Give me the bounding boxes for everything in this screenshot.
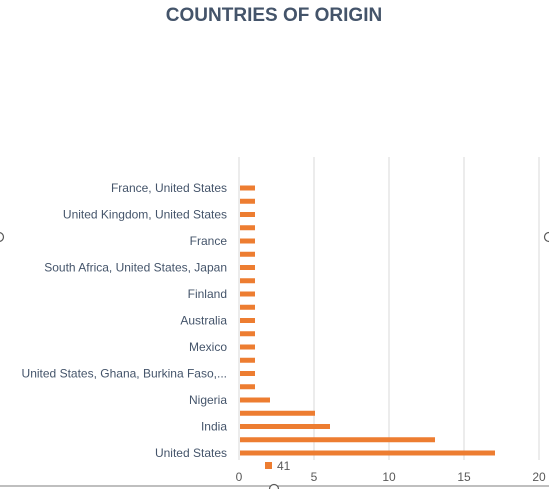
x-tick-label: 0 xyxy=(236,470,243,484)
legend-label: 41 xyxy=(277,459,291,473)
bar xyxy=(240,384,255,389)
bar xyxy=(240,292,255,297)
legend: 41 xyxy=(265,459,291,473)
bar xyxy=(240,225,255,230)
bar xyxy=(240,345,255,350)
bar xyxy=(240,186,255,191)
bar xyxy=(240,411,315,416)
resize-handle[interactable] xyxy=(0,233,4,242)
category-label: France, United States xyxy=(111,181,227,195)
resize-handle[interactable] xyxy=(545,233,549,242)
bar xyxy=(240,265,255,270)
bar xyxy=(240,437,435,442)
bar xyxy=(240,371,255,376)
category-label: Finland xyxy=(188,287,227,301)
category-labels: United States India Nigeria United States, … xyxy=(22,181,228,460)
chart-title: COUNTRIES OF ORIGIN xyxy=(166,5,382,26)
bar xyxy=(240,424,330,429)
bar xyxy=(240,331,255,336)
bar xyxy=(240,239,255,244)
resize-handle[interactable] xyxy=(270,485,279,490)
bars xyxy=(240,186,495,456)
x-tick-label: 10 xyxy=(382,470,396,484)
category-label: United States xyxy=(155,446,227,460)
x-tick-label: 15 xyxy=(457,470,471,484)
x-tick-label: 20 xyxy=(532,470,546,484)
bar xyxy=(240,278,255,283)
bar xyxy=(240,252,255,257)
category-label: Nigeria xyxy=(189,393,227,407)
bar xyxy=(240,318,255,323)
category-label: South Africa, United States, Japan xyxy=(44,261,227,275)
bar xyxy=(240,451,495,456)
category-label: United Kingdom, United States xyxy=(63,208,227,222)
category-label: United States, Ghana, Burkina Faso,... xyxy=(22,367,227,381)
category-label: France xyxy=(190,234,228,248)
bar xyxy=(240,212,255,217)
bar xyxy=(240,305,255,310)
bar xyxy=(240,199,255,204)
category-label: India xyxy=(201,420,227,434)
bar xyxy=(240,358,255,363)
legend-swatch xyxy=(265,462,272,469)
category-label: Mexico xyxy=(189,340,227,354)
category-label: Australia xyxy=(180,314,227,328)
x-tick-label: 5 xyxy=(311,470,318,484)
bar xyxy=(240,398,270,403)
